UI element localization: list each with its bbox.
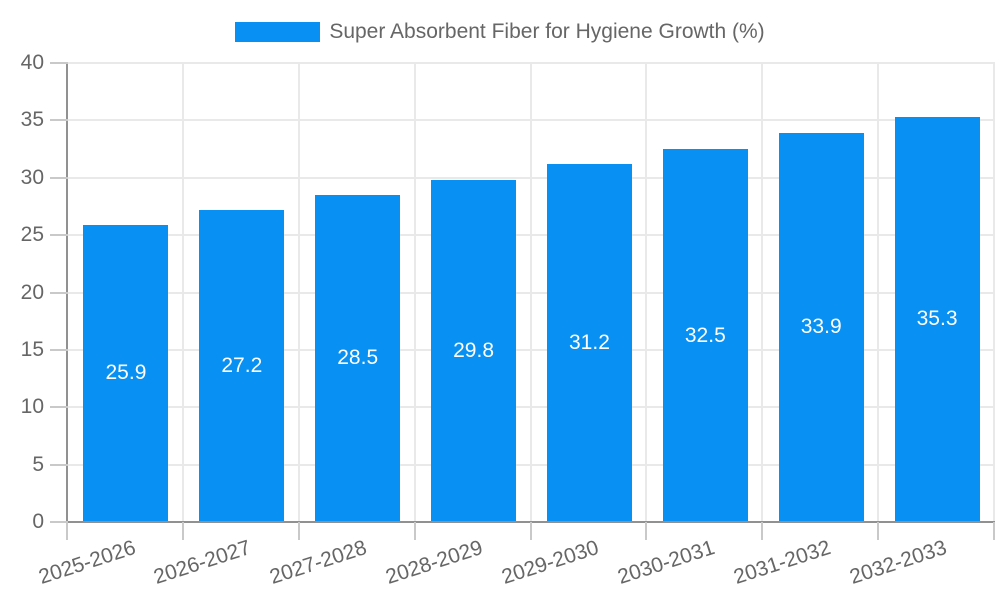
bar[interactable]: 29.8 bbox=[431, 180, 517, 522]
x-axis-label: 2030-2031 bbox=[614, 536, 718, 589]
bar[interactable]: 28.5 bbox=[315, 194, 401, 522]
x-gridline bbox=[877, 63, 880, 522]
y-axis-label: 0 bbox=[32, 510, 44, 533]
x-gridline bbox=[181, 63, 184, 522]
y-axis-label: 30 bbox=[20, 165, 44, 189]
y-gridline bbox=[68, 62, 995, 64]
y-axis-tick bbox=[50, 463, 68, 466]
legend-swatch-icon bbox=[235, 22, 321, 42]
legend: Super Absorbent Fiber for Hygiene Growth… bbox=[0, 20, 1000, 44]
bar[interactable]: 25.9 bbox=[83, 224, 169, 522]
bar-value-label: 25.9 bbox=[105, 361, 147, 385]
x-axis-label: 2025-2026 bbox=[35, 536, 139, 589]
x-axis-label: 2027-2028 bbox=[267, 536, 370, 589]
y-gridline bbox=[68, 234, 995, 237]
x-axis-tick bbox=[181, 522, 184, 540]
y-gridline bbox=[68, 463, 995, 466]
bar[interactable]: 33.9 bbox=[778, 132, 864, 522]
bar-value-label: 27.2 bbox=[221, 353, 263, 377]
x-gridline bbox=[413, 63, 416, 522]
y-axis-label: 35 bbox=[20, 108, 44, 132]
x-axis-tick bbox=[993, 522, 995, 540]
y-axis-tick bbox=[50, 406, 68, 409]
x-gridline bbox=[761, 63, 764, 522]
x-axis-label: 2032-2033 bbox=[846, 536, 950, 589]
y-axis-tick bbox=[50, 62, 68, 64]
bar-value-label: 32.5 bbox=[684, 323, 726, 347]
x-axis-label: 2026-2027 bbox=[151, 536, 254, 589]
bar-value-label: 29.8 bbox=[453, 339, 494, 362]
y-axis-label: 10 bbox=[20, 395, 44, 419]
y-axis-label: 20 bbox=[20, 280, 44, 304]
bar[interactable]: 32.5 bbox=[662, 149, 748, 522]
y-axis-label: 15 bbox=[20, 337, 44, 361]
y-gridline bbox=[68, 119, 995, 122]
y-gridline bbox=[68, 291, 995, 294]
x-axis-label: 2029-2030 bbox=[498, 536, 602, 589]
x-axis-label: 2028-2029 bbox=[383, 536, 486, 589]
y-axis-label: 25 bbox=[20, 223, 44, 247]
x-axis-tick bbox=[877, 522, 880, 540]
y-axis-tick bbox=[50, 119, 68, 122]
bar[interactable]: 27.2 bbox=[199, 209, 285, 522]
x-axis-tick bbox=[529, 522, 532, 540]
x-gridline bbox=[529, 63, 532, 522]
bar[interactable]: 31.2 bbox=[546, 163, 632, 522]
y-axis-tick bbox=[50, 176, 68, 179]
x-gridline bbox=[993, 63, 995, 522]
x-axis-tick bbox=[66, 522, 68, 540]
bar-value-label: 31.2 bbox=[569, 330, 610, 354]
y-axis-tick bbox=[50, 348, 68, 351]
bar[interactable]: 35.3 bbox=[894, 116, 980, 522]
x-axis-tick bbox=[297, 522, 300, 540]
bar-value-label: 33.9 bbox=[800, 315, 842, 339]
bar-value-label: 28.5 bbox=[337, 346, 379, 370]
x-axis-tick bbox=[645, 522, 648, 540]
bar-value-label: 35.3 bbox=[916, 307, 958, 331]
y-axis-tick bbox=[50, 234, 68, 237]
x-axis-label: 2031-2032 bbox=[730, 536, 834, 589]
y-gridline bbox=[68, 348, 995, 351]
x-gridline bbox=[297, 63, 300, 522]
y-axis-label: 40 bbox=[20, 51, 44, 74]
y-axis-tick bbox=[50, 521, 68, 523]
x-axis-tick bbox=[761, 522, 764, 540]
y-gridline bbox=[68, 176, 995, 179]
legend-item[interactable]: Super Absorbent Fiber for Hygiene Growth… bbox=[235, 20, 765, 44]
plot-area: 25.9 27.2 28.5 29.8 31.2 32.5 33.9 35.3 bbox=[68, 62, 995, 522]
x-axis-tick bbox=[413, 522, 416, 540]
x-gridline bbox=[645, 63, 648, 522]
y-axis-line bbox=[66, 63, 68, 524]
y-axis-label: 5 bbox=[32, 452, 44, 476]
y-gridline bbox=[68, 406, 995, 409]
y-axis-tick bbox=[50, 291, 68, 294]
legend-series-label: Super Absorbent Fiber for Hygiene Growth… bbox=[329, 20, 765, 43]
